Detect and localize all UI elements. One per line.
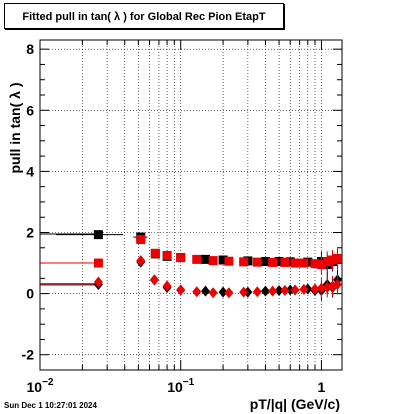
data-point-diamond [93, 276, 103, 288]
data-point-square [208, 256, 218, 266]
y-tick-label: -2 [22, 347, 35, 363]
data-point-diamond [224, 287, 234, 299]
data-point-square [239, 257, 249, 267]
data-point-square [200, 254, 210, 264]
data-point-diamond [280, 285, 290, 297]
x-axis-label: pT/|q| (GeV/c) [249, 396, 340, 412]
data-point-square [280, 257, 290, 267]
data-point-square [332, 253, 342, 263]
data-point-square [274, 257, 284, 267]
data-point-diamond [176, 284, 186, 296]
data-point-square [136, 235, 146, 245]
data-point-square [299, 258, 309, 268]
data-point-square [93, 230, 103, 240]
chart-title: Fitted pull in tan( λ ) for Global Rec P… [22, 11, 266, 23]
data-point-diamond [299, 283, 309, 295]
data-point-diamond [136, 255, 146, 267]
data-point-diamond [208, 287, 218, 299]
data-point-square [150, 248, 160, 258]
data-point-diamond [239, 286, 249, 298]
x-tick-label: 10−2 [27, 377, 54, 395]
y-tick-label: 4 [26, 163, 34, 179]
x-tick-label: 1 [318, 379, 326, 395]
data-point-diamond [149, 274, 159, 286]
data-point-diamond [260, 285, 270, 297]
y-tick-label: 0 [26, 286, 34, 302]
data-point-square [310, 259, 320, 269]
data-point-square [290, 258, 300, 268]
y-tick-label: 6 [26, 102, 34, 118]
data-point-square [218, 255, 228, 265]
y-tick-label: 8 [26, 41, 34, 57]
data-point-square [224, 256, 234, 266]
x-tick-label: 10−1 [167, 377, 194, 395]
data-point-diamond [316, 282, 326, 294]
data-point-diamond [200, 285, 210, 297]
data-point-diamond [268, 285, 278, 297]
data-point-square [176, 253, 186, 263]
title-box: Fitted pull in tan( λ ) for Global Rec P… [4, 3, 284, 29]
y-axis-label-box: pull in tan( λ ) [2, 40, 28, 215]
data-point-square [328, 255, 338, 265]
data-point-square [93, 258, 103, 268]
data-point-diamond [218, 286, 228, 298]
timestamp: Sun Dec 1 10:27:01 2024 [4, 401, 97, 410]
data-point-square [322, 257, 332, 267]
plot-frame [39, 39, 343, 371]
data-point-diamond [162, 280, 172, 292]
data-point-diamond [252, 286, 262, 298]
data-point-square [260, 257, 270, 267]
y-axis-label: pull in tan( λ ) [7, 82, 23, 173]
data-point-square [285, 257, 295, 267]
data-point-square [268, 257, 278, 267]
data-point-square [316, 260, 326, 270]
data-point-square [252, 257, 262, 267]
data-point-diamond [310, 283, 320, 295]
data-point-diamond [285, 284, 295, 296]
data-point-diamond [192, 286, 202, 298]
data-point-diamond [290, 284, 300, 296]
data-point-diamond [274, 285, 284, 297]
data-point-square [162, 250, 172, 260]
data-point-diamond [332, 278, 342, 290]
y-tick-label: 2 [26, 225, 34, 241]
data-point-square [192, 254, 202, 264]
